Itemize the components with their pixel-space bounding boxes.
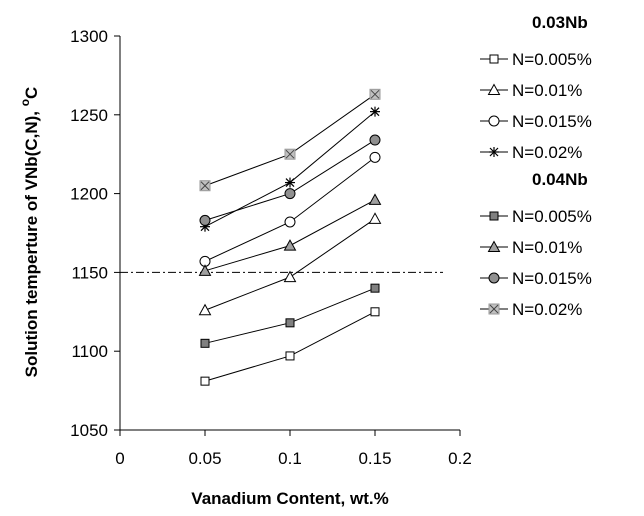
- series-g0-s3-point-2: [370, 107, 380, 117]
- plot-area: [120, 89, 443, 385]
- series-g0-s1-point-0-shape: [200, 305, 211, 315]
- series-g1-s3-point-0: [200, 181, 210, 191]
- series-g0-s2-point-1-shape: [285, 217, 295, 227]
- x-tick-label-4: 0.2: [448, 449, 472, 468]
- series-g1-s3-point-2: [370, 89, 380, 99]
- series-g1-s0-point-0-shape: [201, 339, 209, 347]
- series-g1-s1-point-1-shape: [285, 240, 296, 250]
- series-g1-s1-point-2: [370, 194, 381, 204]
- legend-g1-s2-marker-shape: [489, 273, 499, 283]
- legend-group-title-1: 0.04Nb: [532, 170, 588, 189]
- series-g0-s0-point-0: [201, 377, 209, 385]
- x-tick-label-3: 0.15: [358, 449, 391, 468]
- series-g1-s0-point-2: [371, 284, 379, 292]
- y-tick-label-2: 1150: [71, 263, 108, 282]
- series-g1-s2-point-0: [200, 215, 210, 225]
- series-g1-s1-point-2-shape: [370, 194, 381, 204]
- series-g1-s0-point-1: [286, 319, 294, 327]
- series-g0-s2-point-2: [370, 152, 380, 162]
- y-tick-label-4: 1250: [70, 106, 108, 125]
- series-g0-s1-point-1-shape: [285, 272, 296, 282]
- y-axis-title-unit: C: [22, 87, 41, 99]
- y-axis-title-sup: o: [18, 99, 32, 106]
- legend-g1-s3-label: N=0.02%: [512, 300, 582, 319]
- series-g0-s1-point-2-shape: [370, 213, 381, 223]
- series-g0-s1-point-1: [285, 272, 296, 282]
- series-g1-s1-point-0: [200, 265, 211, 275]
- legend: 0.03Nb N=0.005% N=0.01% N=0.015% N=0.02% 0.04…: [480, 13, 592, 319]
- series-g1-s1-point-0-shape: [200, 265, 211, 275]
- series-g0-s0-point-0-shape: [201, 377, 209, 385]
- legend-g0-s3-label: N=0.02%: [512, 143, 582, 162]
- series-g0-s0-point-2: [371, 308, 379, 316]
- series-g1-s2-point-2: [370, 135, 380, 145]
- series-g1-s3-point-1: [285, 149, 295, 159]
- y-axis-title-main: Solution temperture of VNb(C,N),: [22, 106, 41, 377]
- series-g0-s3-line: [205, 112, 375, 227]
- series-g0-s1-point-2: [370, 213, 381, 223]
- legend-group-title-0: 0.03Nb: [532, 13, 588, 32]
- series-g1-s2-point-2-shape: [370, 135, 380, 145]
- series-g1-s0-point-0: [201, 339, 209, 347]
- series-g1-s0-line: [205, 288, 375, 343]
- legend-g0-s0-label: N=0.005%: [512, 50, 592, 69]
- series-g0-s0-point-1-shape: [286, 352, 294, 360]
- legend-g0-s2-marker: [489, 116, 499, 126]
- y-tick-label-3: 1200: [70, 185, 108, 204]
- legend-g1-s0-label: N=0.005%: [512, 207, 592, 226]
- y-tick-label-5: 1300: [70, 27, 108, 46]
- legend-g1-s3-marker: [489, 304, 499, 314]
- x-tick-label-1: 0.05: [188, 449, 221, 468]
- series-g0-s1-point-0: [200, 305, 211, 315]
- legend-g0-s2-label: N=0.015%: [512, 112, 592, 131]
- series-g0-s1-line: [205, 219, 375, 310]
- legend-g1-s2-marker: [489, 273, 499, 283]
- series-g0-s3-point-1: [285, 178, 295, 188]
- x-tick-label-0: 0: [115, 449, 124, 468]
- series-g1-s2-point-1-shape: [285, 189, 295, 199]
- series-g0-s2-point-1: [285, 217, 295, 227]
- legend-g1-s0-marker-shape: [490, 212, 498, 220]
- series-g1-s1-line: [205, 200, 375, 271]
- series-g1-s2-point-1: [285, 189, 295, 199]
- series-g1-s3-line: [205, 94, 375, 185]
- series-g0-s0-point-2-shape: [371, 308, 379, 316]
- x-axis-title: Vanadium Content, wt.%: [191, 489, 388, 508]
- y-tick-label-1: 1100: [71, 342, 108, 361]
- series-g1-s1-point-1: [285, 240, 296, 250]
- x-tick-label-2: 0.1: [278, 449, 302, 468]
- series-g1-s0-point-2-shape: [371, 284, 379, 292]
- axes: 1050 1100 1150 1200 1250 1300 0 0.05 0.1 0.15 0.2: [70, 27, 472, 468]
- legend-g1-s2-label: N=0.015%: [512, 269, 592, 288]
- series-g1-s2-point-0-shape: [200, 215, 210, 225]
- legend-g0-s0-marker-shape: [490, 55, 498, 63]
- legend-g0-s1-label: N=0.01%: [512, 81, 582, 100]
- series-g0-s0-point-1: [286, 352, 294, 360]
- legend-g0-s2-marker-shape: [489, 116, 499, 126]
- legend-g0-s3-marker: [489, 147, 499, 157]
- y-tick-label-0: 1050: [70, 421, 108, 440]
- series-g1-s0-point-1-shape: [286, 319, 294, 327]
- legend-g1-s0-marker: [490, 212, 498, 220]
- legend-g1-s1-label: N=0.01%: [512, 238, 582, 257]
- series-g0-s2-point-2-shape: [370, 152, 380, 162]
- legend-g0-s0-marker: [490, 55, 498, 63]
- y-axis-title: Solution temperture of VNb(C,N), oC: [18, 87, 41, 378]
